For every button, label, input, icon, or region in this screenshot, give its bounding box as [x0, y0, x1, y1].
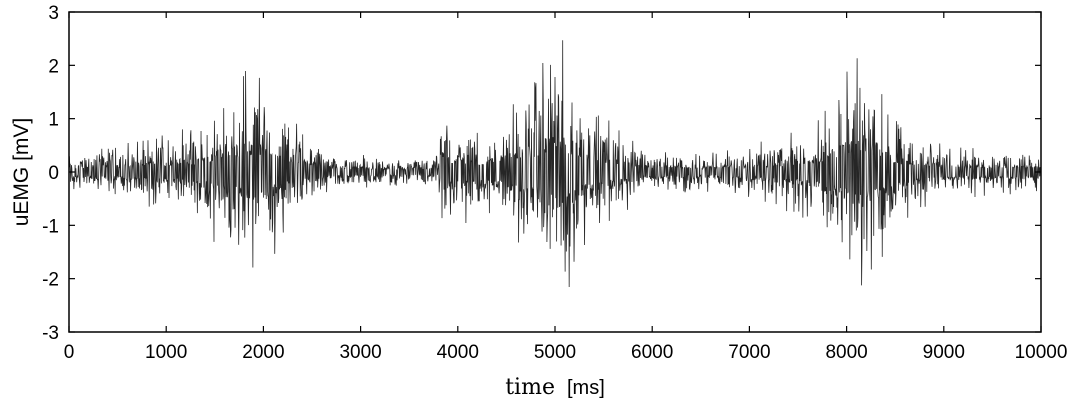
- y-tick-label: -2: [42, 270, 59, 291]
- x-tick-label: 0: [64, 342, 75, 363]
- y-tick-label: 3: [48, 3, 59, 24]
- x-axis-label-name: time: [505, 375, 555, 400]
- x-tick-label: 1000: [145, 342, 187, 363]
- x-tick-label: 6000: [631, 342, 673, 363]
- x-tick-label: 9000: [923, 342, 965, 363]
- y-tick-label: -3: [42, 323, 59, 344]
- y-tick-label: 0: [48, 163, 59, 184]
- x-tick-label: 5000: [534, 342, 576, 363]
- x-tick-label: 10000: [1015, 342, 1068, 363]
- y-tick-label: 2: [48, 56, 59, 77]
- x-tick-label: 8000: [825, 342, 867, 363]
- x-axis-label-unit: [ms]: [567, 377, 605, 399]
- y-tick-label: -1: [42, 216, 59, 237]
- x-tick-label: 3000: [339, 342, 381, 363]
- y-tick-label: 1: [48, 110, 59, 131]
- x-axis-label: time [ms]: [505, 375, 605, 400]
- emg-signal-series: [68, 40, 1042, 287]
- x-tick-label: 7000: [728, 342, 770, 363]
- y-axis: 3 2 1 0 -1 -2 -3: [42, 3, 1041, 344]
- x-tick-label: 4000: [437, 342, 479, 363]
- y-axis-label: uEMG [mV]: [10, 118, 33, 227]
- x-tick-label: 2000: [242, 342, 284, 363]
- emg-trace-line: [68, 40, 1042, 287]
- x-axis: 0 1000 2000 3000 4000 5000 6000 7000 8000 9000 100…: [64, 12, 1068, 363]
